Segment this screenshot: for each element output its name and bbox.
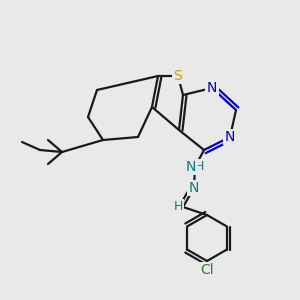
Text: N: N bbox=[225, 130, 235, 144]
Text: S: S bbox=[174, 69, 182, 83]
Text: N: N bbox=[189, 181, 199, 195]
Text: N: N bbox=[207, 81, 217, 95]
Text: N: N bbox=[186, 160, 196, 174]
Text: Cl: Cl bbox=[200, 263, 214, 277]
Text: H: H bbox=[194, 160, 204, 173]
Text: H: H bbox=[173, 200, 183, 214]
